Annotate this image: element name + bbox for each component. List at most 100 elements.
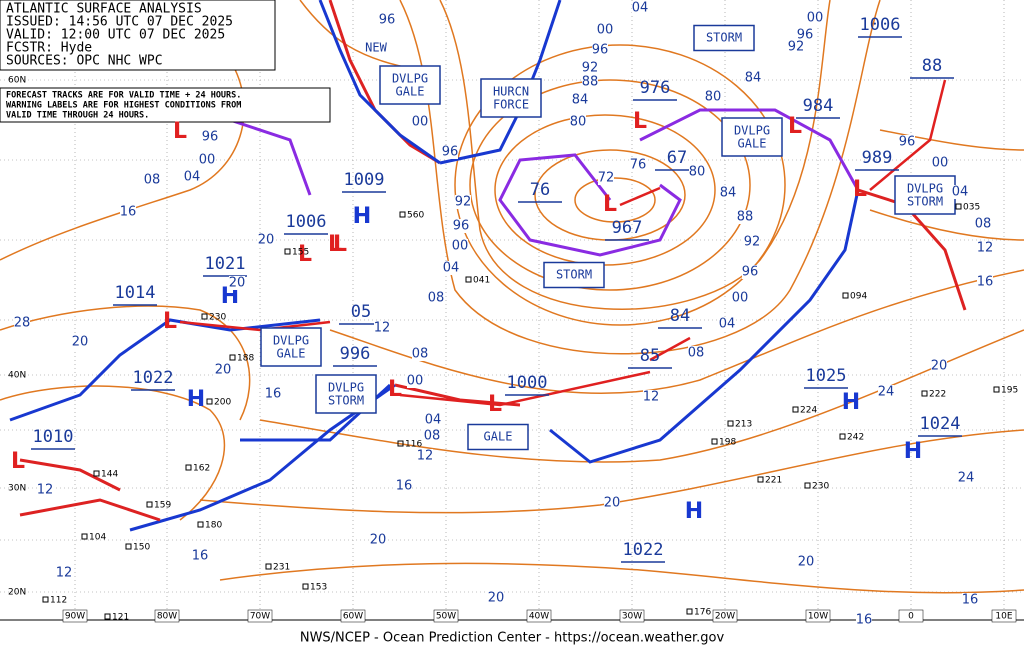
track (179, 320, 331, 332)
occluded-front (639, 108, 860, 191)
pressure-label: 67 (667, 148, 687, 168)
isobar (399, 0, 881, 355)
label-bg (56, 566, 72, 580)
station-value: 188 (237, 354, 254, 364)
high-symbol: H (353, 204, 371, 229)
isobar-label: 00 (807, 11, 824, 26)
isobar-label: 08 (412, 347, 429, 362)
warning-box (379, 65, 441, 105)
low-symbol: L (173, 119, 187, 144)
station-dot (839, 433, 846, 440)
warning-label: HURCN FORCE (493, 84, 529, 111)
station-dot (125, 543, 132, 550)
isobar (469, 79, 751, 291)
station-dot (399, 211, 406, 218)
isobar-label: 24 (878, 385, 895, 400)
isobar (439, 0, 831, 310)
label-bg (412, 347, 428, 361)
station-value: 150 (133, 543, 150, 553)
longitude-label: 10E (995, 612, 1012, 622)
high-symbol: H (904, 439, 922, 464)
label-bg (788, 40, 804, 54)
longitude-label: 70W (250, 612, 270, 622)
label-bg (374, 321, 390, 335)
low-symbol: L (328, 232, 342, 257)
station-dot (201, 313, 208, 320)
header-line: SOURCES: OPC NHC WPC (6, 54, 163, 69)
isobar-label: 04 (719, 317, 736, 332)
station-value: 213 (735, 420, 752, 430)
pressure-label: 976 (640, 78, 671, 98)
lon-bg (805, 609, 831, 623)
pressure-label: 1009 (344, 170, 385, 190)
label-bg (407, 374, 423, 388)
isobar (454, 44, 786, 326)
header-line: VALID: 12:00 UTC 07 DEC 2025 (6, 28, 225, 43)
label-bg (856, 613, 872, 627)
label-bg (199, 153, 215, 167)
station-value: 221 (765, 476, 782, 486)
longitude-label: 90W (65, 612, 85, 622)
isobar-label: 96 (442, 145, 459, 160)
isobar-label: 20 (215, 363, 232, 378)
low-symbol: L (298, 242, 312, 267)
lon-bg (526, 609, 552, 623)
station-dot (229, 354, 236, 361)
high-symbol: H (685, 499, 703, 524)
isobar-label: 16 (120, 205, 137, 220)
label-bg (570, 115, 586, 129)
warning-box (260, 327, 322, 367)
isobar-label: 00 (732, 291, 749, 306)
station-dot (711, 438, 718, 445)
label-bg (453, 219, 469, 233)
track (869, 79, 947, 191)
isobar (879, 129, 1024, 151)
latitude-label: 20N (8, 588, 26, 598)
label-bg (370, 533, 386, 547)
isobar-label: 84 (720, 186, 737, 201)
pressure-label: 1024 (920, 414, 961, 434)
isobar-label: 08 (144, 173, 161, 188)
station-dot (842, 292, 849, 299)
isobar-label: 16 (396, 479, 413, 494)
high-symbol: H (221, 284, 239, 309)
header-line: ISSUED: 14:56 UTC 07 DEC 2025 (6, 15, 233, 30)
occluded-front (229, 118, 312, 196)
label-bg (962, 593, 978, 607)
isobar-label: 96 (379, 13, 396, 28)
isobar-label: 08 (428, 291, 445, 306)
isobar-label: 20 (258, 233, 275, 248)
station-value: 159 (154, 501, 171, 511)
isobar-label: 12 (643, 390, 660, 405)
isobar-label: 84 (745, 71, 762, 86)
cold-front (549, 189, 860, 464)
isobar-label: 08 (424, 429, 441, 444)
isobar (869, 209, 1024, 241)
pressure-label: 1010 (33, 427, 74, 447)
isobar-label: 20 (370, 533, 387, 548)
lon-bg (340, 609, 366, 623)
station-dot (185, 464, 192, 471)
isobar (0, 385, 226, 521)
label-bg (931, 359, 947, 373)
station-value: 560 (407, 211, 424, 221)
pressure-label: 984 (803, 96, 834, 116)
label-bg (737, 210, 753, 224)
warning-label: DVLPG STORM (328, 380, 364, 407)
label-bg (977, 275, 993, 289)
isobar-label: 92 (582, 61, 599, 76)
isobar-label: 00 (407, 374, 424, 389)
isobar-label: 28 (14, 316, 31, 331)
isobar-label: 80 (705, 90, 722, 105)
high-symbol: H (842, 390, 860, 415)
label-bg (455, 195, 471, 209)
latitude-label: 30N (8, 484, 26, 494)
station-value: 121 (112, 613, 129, 623)
station-dot (757, 476, 764, 483)
isobar-label: 12 (56, 566, 73, 581)
pressure-label: 05 (351, 302, 371, 322)
station-value: 231 (273, 563, 290, 573)
isobar (329, 269, 1024, 395)
low-symbol: L (488, 392, 502, 417)
